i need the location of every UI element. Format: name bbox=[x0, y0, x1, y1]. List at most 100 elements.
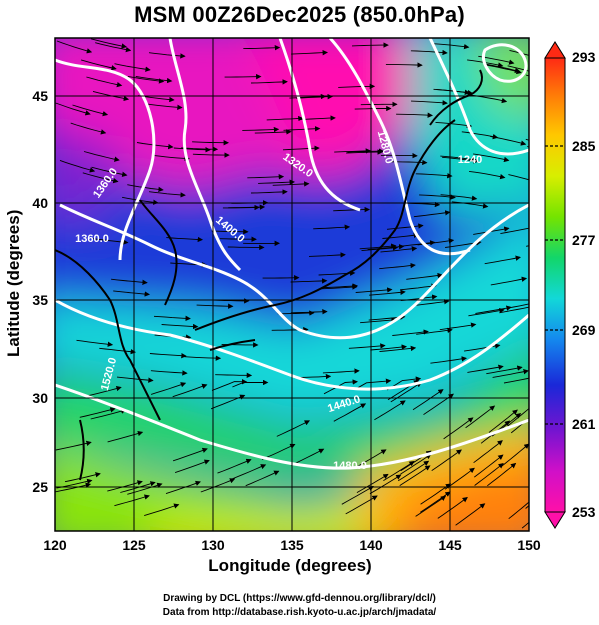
coastline bbox=[429, 69, 483, 126]
streamline bbox=[173, 147, 211, 153]
streamline bbox=[56, 40, 93, 54]
streamline bbox=[113, 290, 150, 297]
x-tick-label: 150 bbox=[517, 537, 541, 553]
x-axis: 120 125 130 135 140 145 150 bbox=[43, 537, 541, 553]
streamline bbox=[379, 262, 416, 270]
streamline bbox=[200, 478, 236, 493]
coastline bbox=[79, 419, 85, 481]
streamline bbox=[222, 204, 260, 211]
streamline bbox=[346, 149, 383, 155]
streamline bbox=[474, 454, 504, 478]
streamline bbox=[289, 93, 327, 100]
x-tick-label: 140 bbox=[359, 537, 383, 553]
streamline bbox=[64, 472, 101, 483]
streamline bbox=[440, 194, 478, 201]
streamline bbox=[232, 379, 269, 388]
streamline bbox=[149, 191, 186, 198]
streamline bbox=[290, 309, 328, 315]
colorbar-label: 277 bbox=[572, 232, 596, 248]
contour-line bbox=[55, 383, 529, 470]
x-tick-label: 125 bbox=[122, 537, 146, 553]
streamline bbox=[416, 327, 453, 335]
map-title: MSM 00Z26Dec2025 (850.0hPa) bbox=[134, 2, 465, 27]
streamline bbox=[85, 385, 122, 397]
streamline bbox=[313, 224, 351, 230]
streamline bbox=[500, 227, 529, 235]
streamline bbox=[410, 49, 448, 56]
y-tick-label: 45 bbox=[32, 88, 48, 104]
streamline bbox=[80, 59, 117, 71]
streamline bbox=[432, 43, 470, 50]
streamline bbox=[385, 62, 423, 68]
contour-line bbox=[428, 38, 529, 156]
streamline bbox=[370, 344, 407, 351]
streamline bbox=[398, 240, 436, 247]
streamline bbox=[473, 440, 503, 464]
streamline bbox=[355, 287, 393, 293]
streamline bbox=[390, 382, 422, 403]
streamline bbox=[322, 368, 360, 374]
y-tick-label: 25 bbox=[32, 479, 48, 495]
credit-drawing: Drawing by DCL (https://www.gfd-dennou.o… bbox=[163, 593, 436, 604]
streamline bbox=[172, 447, 208, 462]
streamline bbox=[392, 329, 429, 336]
streamline bbox=[250, 79, 288, 85]
streamline bbox=[82, 172, 119, 184]
streamline bbox=[354, 449, 387, 469]
x-axis-label: Longitude (degrees) bbox=[208, 556, 372, 575]
streamline bbox=[356, 473, 389, 493]
streamline bbox=[430, 356, 467, 364]
contour-line bbox=[55, 298, 529, 391]
streamline bbox=[333, 403, 367, 422]
streamline bbox=[291, 448, 325, 466]
streamline bbox=[90, 408, 127, 420]
streamline bbox=[219, 236, 257, 242]
streamline bbox=[338, 83, 376, 90]
streamline bbox=[91, 166, 128, 177]
streamline bbox=[107, 430, 144, 443]
streamline bbox=[192, 152, 230, 158]
streamline bbox=[369, 474, 402, 495]
streamline bbox=[242, 126, 280, 133]
streamline bbox=[359, 243, 397, 250]
streamline bbox=[488, 409, 518, 433]
streamline bbox=[224, 73, 262, 80]
streamline bbox=[475, 305, 512, 314]
colorbar-max-arrow bbox=[544, 41, 566, 59]
credit-data-source: Data from http://database.rish.kyoto-u.a… bbox=[162, 607, 437, 618]
streamline bbox=[150, 382, 187, 395]
streamline bbox=[120, 481, 156, 493]
x-tick-label: 135 bbox=[280, 537, 304, 553]
streamline bbox=[161, 323, 199, 330]
streamline bbox=[153, 315, 191, 322]
streamline bbox=[211, 229, 249, 235]
streamline bbox=[86, 76, 123, 88]
streamline bbox=[420, 491, 451, 513]
streamline bbox=[500, 443, 529, 468]
colorbar-scale bbox=[544, 57, 566, 513]
streamline bbox=[521, 521, 529, 529]
x-tick-label: 130 bbox=[201, 537, 225, 553]
streamline bbox=[507, 303, 529, 309]
streamline bbox=[383, 461, 415, 481]
streamline bbox=[107, 480, 143, 492]
streamline bbox=[396, 112, 433, 118]
streamline bbox=[440, 155, 477, 163]
streamline bbox=[55, 440, 92, 451]
streamline bbox=[99, 347, 136, 355]
y-axis: 25 30 35 40 45 bbox=[32, 88, 48, 495]
streamline bbox=[379, 345, 417, 352]
streamline bbox=[503, 377, 529, 384]
streamline bbox=[492, 369, 529, 378]
streamline bbox=[184, 355, 222, 361]
streamline bbox=[282, 145, 320, 151]
streamline bbox=[272, 181, 310, 187]
streamline bbox=[487, 462, 517, 487]
streamline bbox=[345, 495, 378, 515]
streamline bbox=[419, 194, 456, 200]
streamline bbox=[341, 486, 374, 505]
y-tick-label: 35 bbox=[32, 292, 48, 308]
streamline bbox=[397, 460, 430, 482]
streamline bbox=[465, 405, 496, 429]
streamline bbox=[277, 310, 315, 316]
